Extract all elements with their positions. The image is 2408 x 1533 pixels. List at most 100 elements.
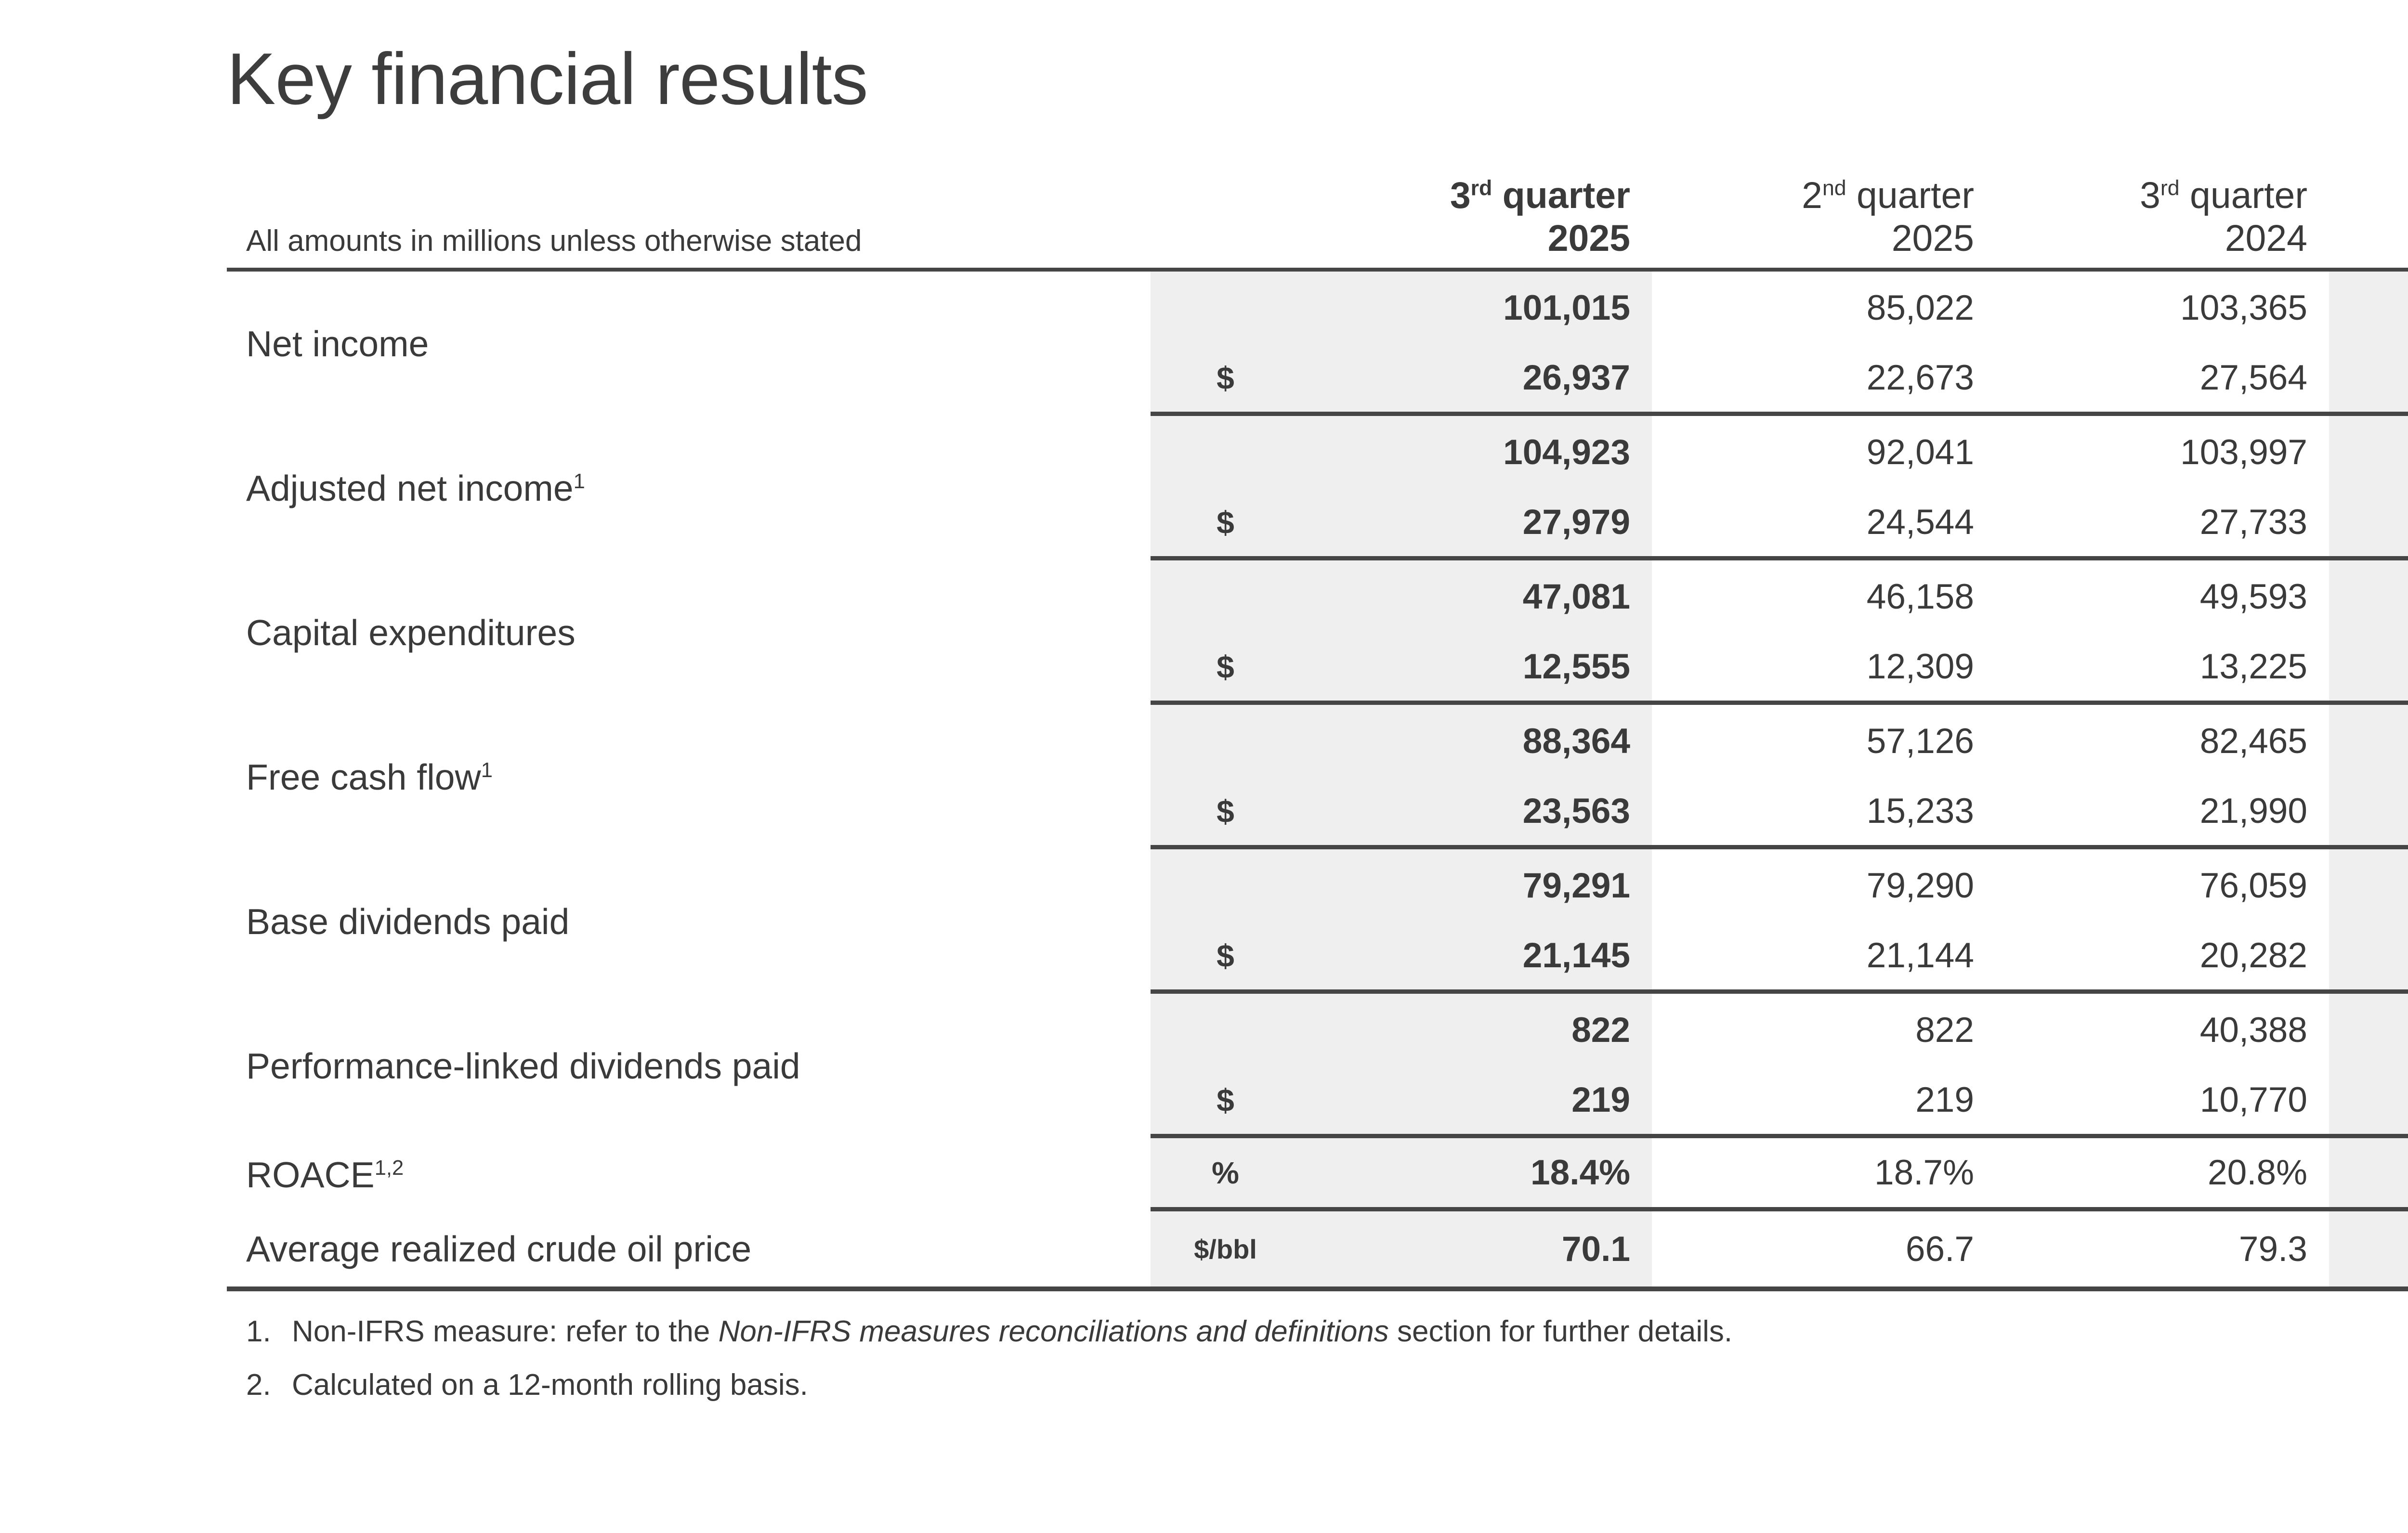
currency-cell-sar — [1151, 272, 1300, 344]
value-cell: 37,413 — [2329, 633, 2408, 705]
value-cell: 82,465 — [2199, 721, 2307, 761]
value-cell: 24,544 — [1652, 488, 1996, 561]
value-cell: 88,364 — [1300, 705, 1652, 778]
value-cell: 657 — [2329, 1066, 2408, 1139]
value-cell: 104,923 — [1300, 416, 1652, 489]
value-cell: 63,431 — [2329, 922, 2408, 994]
currency-cell-usd: $ — [1151, 488, 1300, 561]
currency-cell-usd: $ — [1151, 633, 1300, 705]
currency-cell-usd: $ — [1151, 344, 1300, 416]
unit-cell-dollar-per-bbl: $/bbl — [1151, 1211, 1300, 1292]
metric-label: Adjusted net income1 — [246, 468, 585, 509]
value-cell: 46,158 — [1866, 577, 1974, 616]
value-cell: 47,081 — [1300, 560, 1652, 633]
currency-cell-usd: $ — [1151, 1066, 1300, 1139]
value-cell: 13,225 — [1996, 633, 2329, 705]
footnote-2: 2. Calculated on a 12-month rolling basi… — [246, 1368, 2408, 1402]
value-cell: 27,979 — [1300, 488, 1652, 561]
footnote-number: 2. — [246, 1368, 271, 1402]
value-cell: 18.4% — [2329, 1138, 2408, 1212]
metric-label-roace: ROACE1,2 — [246, 1155, 404, 1195]
value-cell: 21,144 — [1652, 922, 1996, 994]
value-cell: 27,564 — [1996, 344, 2329, 416]
table-note-cell: All amounts in millions unless otherwise… — [227, 155, 1151, 272]
value-cell: 2,466 — [2329, 994, 2408, 1066]
metric-label-crude-price: Average realized crude oil price — [227, 1211, 1151, 1292]
amounts-note: All amounts in millions unless otherwise… — [246, 224, 862, 258]
value-cell: 237,863 — [2329, 849, 2408, 922]
currency-cell-sar — [1151, 416, 1300, 489]
value-cell: 85,022 — [1866, 288, 1974, 327]
value-cell: 57,956 — [2329, 777, 2408, 850]
value-cell: 283,580 — [2329, 272, 2408, 344]
value-cell: 219 — [1300, 1066, 1652, 1139]
saudi-riyal-icon — [1210, 437, 1241, 467]
value-cell: 12,555 — [1300, 633, 1652, 705]
value-cell: 49,593 — [2199, 577, 2307, 616]
value-cell: 66.7 — [1652, 1211, 1996, 1292]
value-cell: 26,937 — [1300, 344, 1652, 416]
metric-label: Net income — [246, 324, 429, 364]
saudi-riyal-icon — [1210, 870, 1241, 900]
metric-label: Free cash flow1 — [246, 757, 493, 798]
footnote-number: 1. — [246, 1315, 271, 1349]
value-cell: 10,770 — [1996, 1066, 2329, 1139]
value-cell: 57,126 — [1866, 721, 1974, 761]
unit-cell-percent: % — [1151, 1138, 1300, 1212]
value-cell: 22,673 — [1652, 344, 1996, 416]
value-cell: 103,997 — [2180, 432, 2307, 472]
saudi-riyal-icon — [1210, 1014, 1241, 1045]
value-cell: 20.8% — [1996, 1138, 2329, 1212]
footnote-text: Non-IFRS measure: refer to the Non-IFRS … — [292, 1315, 1733, 1349]
saudi-riyal-icon — [1210, 726, 1241, 756]
currency-cell-sar — [1151, 994, 1300, 1066]
currency-cell-usd: $ — [1151, 922, 1300, 994]
saudi-riyal-icon — [1210, 581, 1241, 611]
metric-label: Base dividends paid — [246, 901, 570, 942]
column-header-q3-2024: 3rd quarter 2024 — [1996, 155, 2329, 272]
currency-cell-sar — [1151, 560, 1300, 633]
value-cell: 27,733 — [1996, 488, 2329, 561]
value-cell: 78,847 — [2329, 488, 2408, 561]
footnote-1: 1. Non-IFRS measure: refer to the Non-IF… — [246, 1314, 2408, 1349]
footnotes: 1. Non-IFRS measure: refer to the Non-IF… — [246, 1314, 2408, 1402]
page-title: Key financial results — [227, 38, 868, 120]
value-cell: 15,233 — [1652, 777, 1996, 850]
value-cell: 219 — [1652, 1066, 1996, 1139]
value-cell: 822 — [1300, 994, 1652, 1066]
value-cell: 79,290 — [1866, 866, 1974, 905]
currency-cell-sar — [1151, 705, 1300, 778]
column-header-q3-2025: 3rd quarter 2025 — [1300, 155, 1652, 272]
unit-column-header — [1151, 155, 1300, 272]
value-cell: 101,015 — [1300, 272, 1652, 344]
value-cell: 822 — [1915, 1010, 1974, 1050]
value-cell: 76,059 — [2199, 866, 2307, 905]
column-header-q2-2025: 2nd quarter 2025 — [1652, 155, 1996, 272]
value-cell: 79,291 — [1300, 849, 1652, 922]
value-cell: 217,339 — [2329, 705, 2408, 778]
value-cell: 12,309 — [1652, 633, 1996, 705]
value-cell: 21,145 — [1300, 922, 1652, 994]
value-cell: 79.3 — [1996, 1211, 2329, 1292]
value-cell: 75,621 — [2329, 344, 2408, 416]
value-cell: 18.4% — [1300, 1138, 1652, 1212]
value-cell: 140,298 — [2329, 560, 2408, 633]
financial-results-table: All amounts in millions unless otherwise… — [227, 155, 2408, 1292]
value-cell: 92,041 — [1866, 432, 1974, 472]
value-cell: 20,282 — [1996, 922, 2329, 994]
currency-cell-usd: $ — [1151, 777, 1300, 850]
value-cell: 103,365 — [2180, 288, 2307, 327]
value-cell: 18.7% — [1652, 1138, 1996, 1212]
footnote-text: Calculated on a 12-month rolling basis. — [292, 1368, 808, 1402]
currency-cell-sar — [1151, 849, 1300, 922]
value-cell: 23,563 — [1300, 777, 1652, 850]
value-cell: 71.0 — [2329, 1211, 2408, 1292]
column-header-9m-2025: Nine months2025 — [2329, 155, 2408, 272]
saudi-riyal-icon — [1210, 292, 1241, 323]
value-cell: 295,679 — [2329, 416, 2408, 489]
metric-label: Capital expenditures — [246, 612, 576, 653]
value-cell: 40,388 — [2199, 1010, 2307, 1050]
value-cell: 21,990 — [1996, 777, 2329, 850]
value-cell: 70.1 — [1300, 1211, 1652, 1292]
